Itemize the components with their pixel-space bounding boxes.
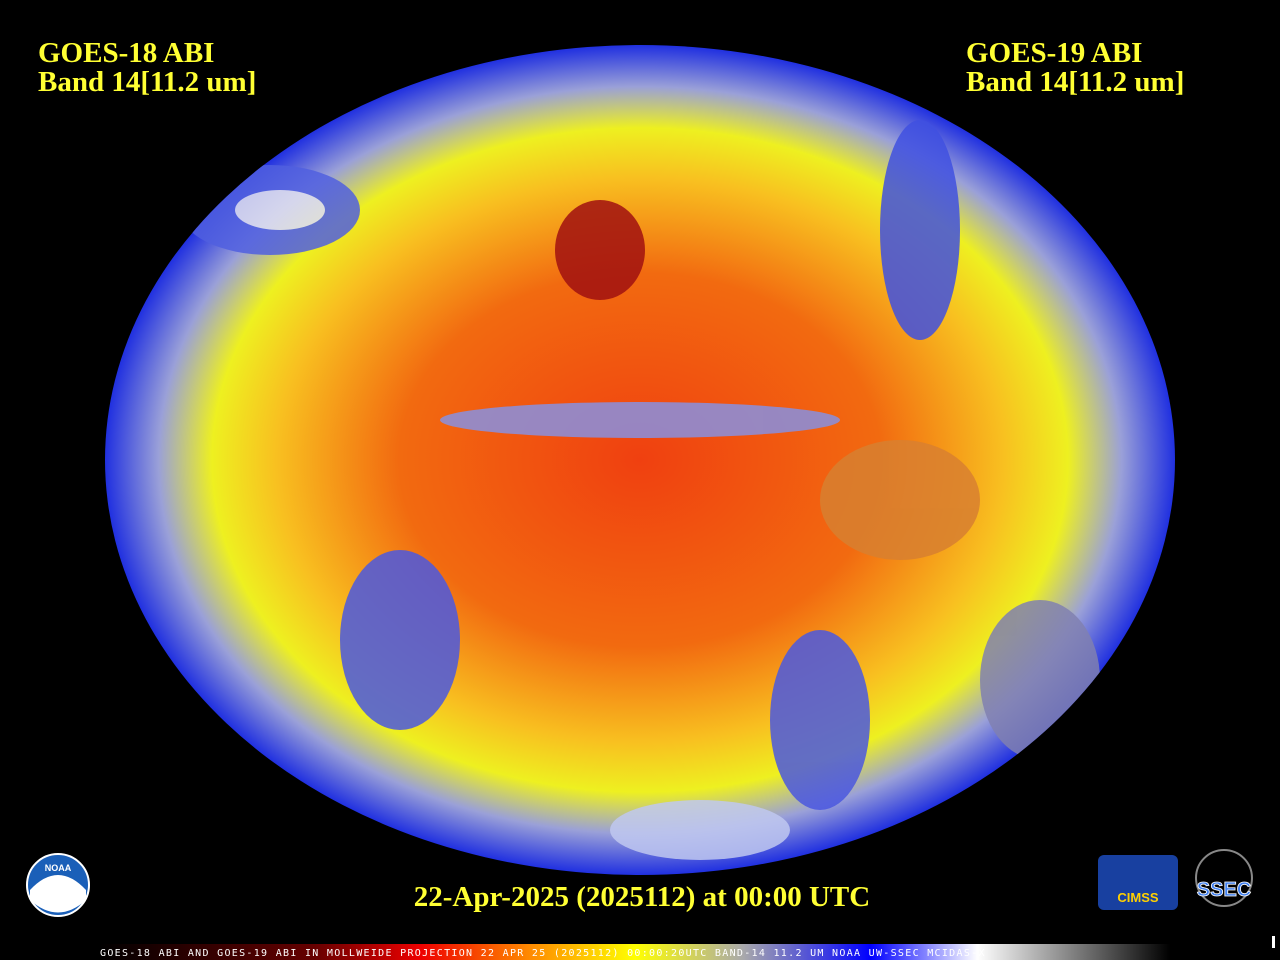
cloud: [770, 630, 870, 810]
right-band: Band 14[11.2 um]: [966, 66, 1184, 98]
left-band: Band 14[11.2 um]: [38, 66, 256, 98]
warm-land: [820, 440, 980, 560]
cloud: [235, 190, 325, 230]
noaa-text: NOAA: [45, 863, 72, 873]
cimss-text: CIMSS: [1117, 890, 1159, 905]
cloud: [880, 120, 960, 340]
timestamp: 22-Apr-2025 (2025112) at 00:00 UTC: [414, 881, 870, 913]
marker: [1272, 936, 1275, 948]
cloud: [440, 402, 840, 438]
color-bar: [100, 944, 1170, 960]
ssec-logo: [1195, 849, 1253, 907]
right-satellite: GOES-19 ABI: [966, 37, 1142, 69]
cloud: [340, 550, 460, 730]
cloud: [610, 800, 790, 860]
ssec-text: SSEC: [1197, 879, 1251, 901]
noaa-logo-wave: [30, 875, 86, 913]
warm-land: [555, 200, 645, 300]
left-satellite: GOES-18 ABI: [38, 37, 214, 69]
footer-caption: GOES-18 ABI AND GOES-19 ABI IN MOLLWEIDE…: [100, 948, 986, 959]
cimss-logo: [1098, 855, 1178, 910]
